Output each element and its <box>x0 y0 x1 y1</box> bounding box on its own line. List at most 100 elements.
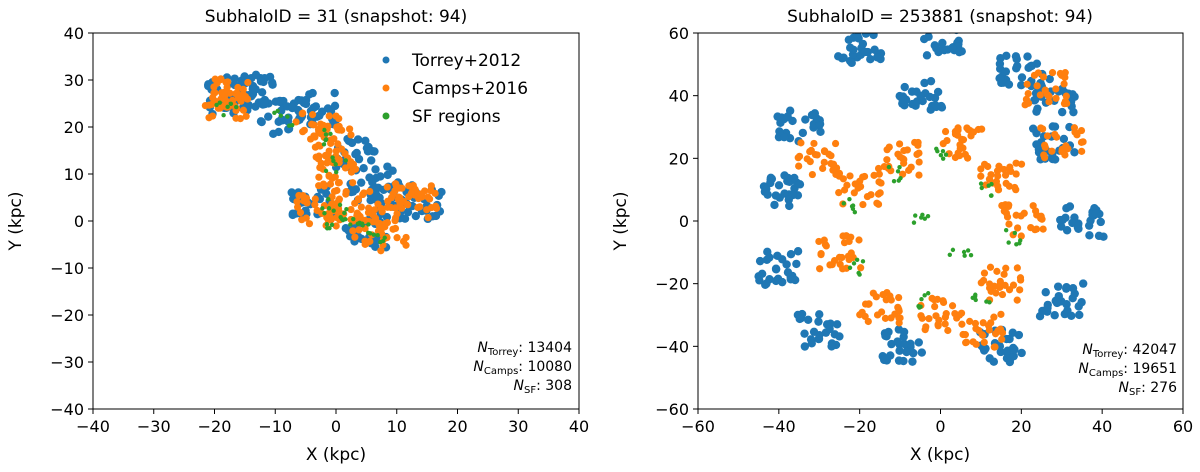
point-camps <box>338 126 346 134</box>
point-camps <box>432 204 441 212</box>
point-camps <box>900 147 908 155</box>
point-camps <box>1020 209 1028 217</box>
point-torrey <box>770 200 779 210</box>
x-tick-label: 40 <box>1092 417 1112 436</box>
point-torrey <box>917 348 927 357</box>
point-torrey <box>1077 298 1086 307</box>
point-camps <box>1002 264 1010 272</box>
point-camps <box>1004 202 1013 211</box>
point-camps <box>330 187 339 195</box>
point-camps <box>205 114 213 122</box>
point-sf <box>935 149 940 154</box>
x-tick-label: 0 <box>935 417 945 436</box>
point-torrey <box>383 162 392 171</box>
point-camps <box>907 163 915 171</box>
point-torrey <box>341 224 350 233</box>
point-torrey <box>771 264 781 273</box>
point-torrey <box>1014 330 1024 340</box>
point-torrey <box>383 170 392 180</box>
point-torrey <box>1068 284 1078 293</box>
point-sf <box>850 206 856 212</box>
series-camps <box>794 69 1087 351</box>
point-camps <box>987 319 995 327</box>
point-camps <box>895 307 903 315</box>
x-tick-label: −60 <box>681 417 715 436</box>
point-torrey <box>837 54 847 63</box>
point-torrey <box>1096 217 1105 227</box>
point-sf <box>886 164 892 170</box>
point-camps <box>393 210 401 218</box>
point-sf <box>228 101 234 106</box>
point-torrey <box>354 154 364 164</box>
point-torrey <box>1053 298 1062 307</box>
point-camps <box>944 326 952 335</box>
point-camps <box>306 135 315 143</box>
point-camps <box>941 320 949 328</box>
point-camps <box>955 311 964 319</box>
point-torrey <box>1078 279 1088 288</box>
point-camps <box>896 153 904 161</box>
point-camps <box>845 237 853 246</box>
point-torrey <box>881 331 890 341</box>
point-torrey <box>900 82 909 92</box>
x-tick-label: −20 <box>198 417 232 436</box>
point-torrey <box>825 324 834 334</box>
point-sf <box>324 137 329 142</box>
point-camps <box>316 142 324 150</box>
point-camps <box>317 159 325 167</box>
point-sf <box>916 304 921 309</box>
point-torrey <box>955 47 964 57</box>
point-camps <box>1012 211 1020 219</box>
point-camps <box>1052 85 1060 93</box>
point-torrey <box>1062 284 1071 293</box>
point-torrey <box>809 327 819 337</box>
y-tick-label: 0 <box>679 212 689 231</box>
point-sf <box>322 127 327 133</box>
point-camps <box>360 189 368 197</box>
point-torrey <box>869 33 878 40</box>
point-torrey <box>411 211 421 221</box>
point-torrey <box>774 181 784 190</box>
point-torrey <box>846 43 855 52</box>
count-camps: NCamps: 19651 <box>1078 361 1177 379</box>
point-camps <box>978 125 986 133</box>
point-torrey <box>230 74 239 83</box>
point-camps <box>1031 226 1039 234</box>
point-camps <box>958 320 966 328</box>
point-torrey <box>311 102 321 111</box>
point-sf <box>979 185 984 191</box>
point-camps <box>959 136 968 144</box>
chart-left-plot-area <box>201 70 446 255</box>
count-torrey-sub: Torrey <box>487 347 519 358</box>
y-tick-label: 10 <box>64 165 84 184</box>
point-torrey <box>989 357 999 366</box>
point-camps <box>881 314 890 322</box>
point-torrey <box>793 247 803 256</box>
point-sf <box>973 292 978 297</box>
point-torrey <box>798 128 808 138</box>
point-sf <box>851 261 857 266</box>
point-sf <box>841 201 846 206</box>
point-sf <box>333 162 338 167</box>
point-camps <box>829 160 838 168</box>
point-camps <box>1048 69 1057 77</box>
point-camps <box>980 160 989 168</box>
count-sf-sub: SF <box>1129 387 1141 398</box>
point-torrey <box>431 211 441 221</box>
point-sf <box>854 257 860 263</box>
point-camps <box>414 203 422 212</box>
point-camps <box>896 140 904 148</box>
point-camps <box>236 115 245 123</box>
point-sf <box>233 104 239 110</box>
point-sf <box>1018 238 1023 243</box>
point-sf <box>330 155 335 160</box>
point-torrey <box>816 127 825 137</box>
point-camps <box>900 159 908 167</box>
point-sf <box>327 225 332 231</box>
y-tick-label: −40 <box>655 337 689 356</box>
point-torrey <box>920 78 929 88</box>
point-camps <box>854 184 862 192</box>
point-sf <box>961 249 967 255</box>
point-camps <box>954 126 962 134</box>
